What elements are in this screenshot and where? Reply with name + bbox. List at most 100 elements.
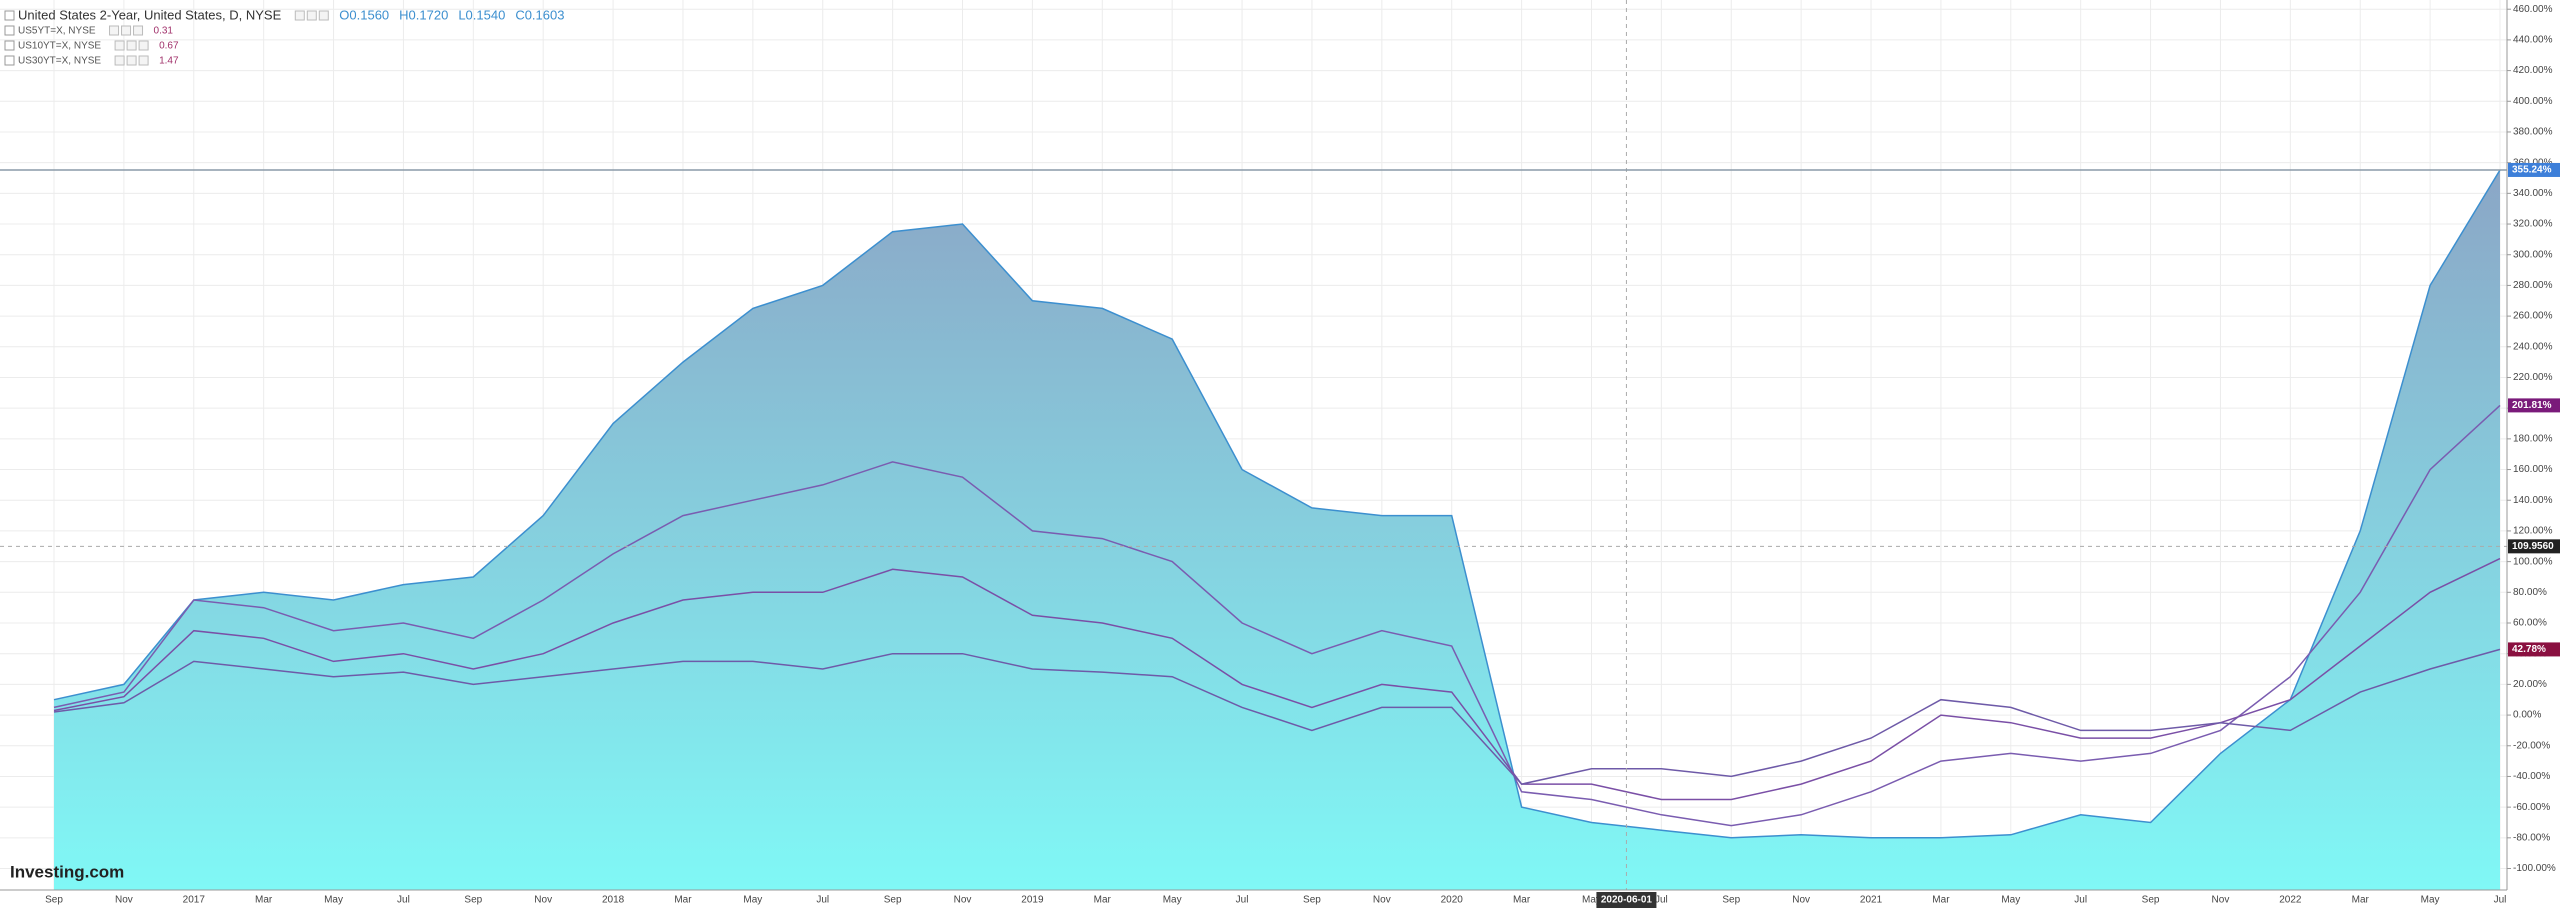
y-tick-label: 440.00%: [2513, 35, 2553, 46]
legend-toggle: [4, 10, 15, 21]
y-tick-label: 300.00%: [2513, 249, 2553, 260]
x-tick-label: 2020: [1441, 895, 1464, 906]
x-tick-label: Nov: [534, 895, 552, 906]
legend-value: 0.31: [154, 26, 174, 37]
x-tick-label: Sep: [1722, 895, 1740, 906]
price-badge-label: 355.24%: [2512, 165, 2552, 176]
x-tick-label: 2017: [183, 895, 206, 906]
area: [54, 170, 2500, 890]
y-tick-label: 360.00%: [2513, 157, 2553, 168]
price-badge: [2508, 539, 2560, 554]
legend-value: 0.67: [159, 41, 179, 52]
legend-icon[interactable]: [294, 10, 305, 21]
x-tick-label: Jul: [2074, 895, 2087, 906]
x-tick-label: Mar: [2352, 895, 2370, 906]
x-tick-label: 2021: [1860, 895, 1883, 906]
crosshair-x-box: [1596, 892, 1657, 908]
legend-ohlc: L0.1540: [458, 7, 505, 22]
legend-icon[interactable]: [126, 55, 137, 66]
legend-icon[interactable]: [126, 40, 137, 51]
legend-icon[interactable]: [318, 10, 329, 21]
x-tick-label: Nov: [954, 895, 972, 906]
x-tick-label: Mar: [1513, 895, 1531, 906]
x-tick-label: Sep: [464, 895, 482, 906]
y-tick-label: 180.00%: [2513, 434, 2553, 445]
legend-toggle: [4, 40, 15, 51]
y-tick-label: 60.00%: [2513, 618, 2547, 629]
y-tick-label: 380.00%: [2513, 127, 2553, 138]
x-tick-label: May: [2001, 895, 2020, 906]
price-badge-label: 201.81%: [2512, 400, 2552, 411]
x-tick-label: Mar: [674, 895, 692, 906]
legend-ohlc: O0.1560: [339, 7, 389, 22]
legend-name: US10YT=X, NYSE: [18, 41, 101, 52]
x-tick-label: May: [743, 895, 762, 906]
crosshair-x-label: 2020-06-01: [1601, 895, 1653, 906]
legend-toggle: [4, 25, 15, 36]
x-tick-label: May: [2421, 895, 2440, 906]
x-tick-label: Jul: [2494, 895, 2507, 906]
y-tick-label: 120.00%: [2513, 526, 2553, 537]
y-tick-label: 220.00%: [2513, 372, 2553, 383]
x-tick-label: 2018: [602, 895, 625, 906]
x-tick-label: May: [1582, 895, 1601, 906]
x-tick-label: Jul: [1655, 895, 1668, 906]
series-line: [53, 404, 2501, 827]
legend-toggle: [4, 55, 15, 66]
x-tick-label: Jul: [1236, 895, 1249, 906]
legend-value: 1.47: [159, 56, 179, 67]
y-tick-label: 260.00%: [2513, 311, 2553, 322]
y-tick-label: 400.00%: [2513, 96, 2553, 107]
legend: United States 2-Year, United States, D, …: [4, 7, 564, 67]
y-tick-label: 340.00%: [2513, 188, 2553, 199]
y-tick-label: -80.00%: [2513, 832, 2550, 843]
x-tick-label: Sep: [45, 895, 63, 906]
x-tick-label: May: [1163, 895, 1182, 906]
x-tick-label: 2022: [2279, 895, 2302, 906]
y-tick-label: 80.00%: [2513, 587, 2547, 598]
legend-ohlc: H0.1720: [399, 7, 448, 22]
y-tick-label: 160.00%: [2513, 464, 2553, 475]
x-tick-label: Sep: [884, 895, 902, 906]
legend-icon[interactable]: [133, 25, 144, 36]
legend-name: US30YT=X, NYSE: [18, 56, 101, 67]
y-tick-label: -40.00%: [2513, 771, 2550, 782]
x-tick-label: Sep: [2142, 895, 2160, 906]
legend-icon[interactable]: [114, 40, 125, 51]
price-badge: [2508, 642, 2560, 657]
series-line: [53, 557, 2501, 801]
price-badge: [2508, 398, 2560, 413]
price-badge-label: 42.78%: [2512, 644, 2546, 655]
x-tick-label: Sep: [1303, 895, 1321, 906]
y-tick-label: 240.00%: [2513, 341, 2553, 352]
legend-icon[interactable]: [138, 40, 149, 51]
logo: Investing.com: [10, 862, 124, 881]
series-line: [53, 169, 2501, 839]
x-tick-label: Nov: [115, 895, 133, 906]
y-tick-label: 420.00%: [2513, 65, 2553, 76]
y-tick-label: 0.00%: [2513, 710, 2541, 721]
legend-name: United States 2-Year, United States, D, …: [18, 7, 282, 22]
x-tick-label: Jul: [397, 895, 410, 906]
y-tick-label: 20.00%: [2513, 679, 2547, 690]
plot: [0, 0, 2507, 890]
legend-icon[interactable]: [109, 25, 120, 36]
price-badge-label: 109.9560: [2512, 541, 2554, 552]
y-tick-label: 320.00%: [2513, 219, 2553, 230]
x-tick-label: Jul: [816, 895, 829, 906]
y-tick-label: -20.00%: [2513, 740, 2550, 751]
y-tick-label: -60.00%: [2513, 802, 2550, 813]
price-badge: [2508, 162, 2560, 177]
x-tick-label: 2019: [1021, 895, 1044, 906]
axes: -100.00% -80.00% -60.00% -40.00% -20.00% 0.00…: [45, 4, 2560, 908]
x-tick-label: Mar: [1932, 895, 1950, 906]
legend-icon[interactable]: [306, 10, 317, 21]
y-tick-label: 460.00%: [2513, 4, 2553, 15]
legend-icon[interactable]: [121, 25, 132, 36]
x-tick-label: Nov: [1373, 895, 1391, 906]
legend-icon[interactable]: [138, 55, 149, 66]
y-tick-label: -100.00%: [2513, 863, 2556, 874]
legend-icon[interactable]: [114, 55, 125, 66]
